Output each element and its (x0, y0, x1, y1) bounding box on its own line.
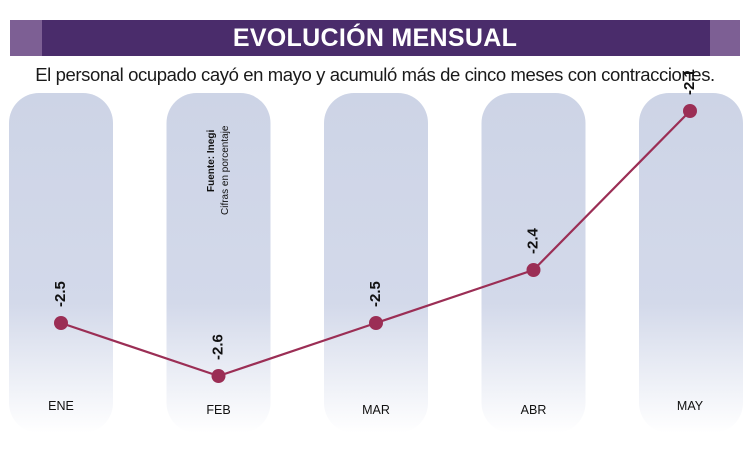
title-banner: EVOLUCIÓN MENSUAL (10, 20, 740, 56)
column-bg-ene (9, 93, 113, 433)
x-tick-abr: ABR (521, 403, 547, 417)
data-label-mar: -2.5 (367, 281, 384, 307)
chart-subtitle: El personal ocupado cayó en mayo y acumu… (35, 64, 715, 85)
column-bg-feb (166, 93, 271, 433)
data-markers (54, 104, 697, 383)
source-note: Fuente: Inegi Cifras en porcentaje (206, 125, 231, 215)
column-bg-may (639, 93, 743, 433)
banner-cap-right (710, 20, 740, 56)
x-tick-labels: ENE FEB MAR ABR MAY (48, 399, 704, 417)
data-label-feb: -2.6 (210, 334, 227, 360)
source-line-1: Fuente: Inegi (206, 130, 217, 192)
chart-title: EVOLUCIÓN MENSUAL (232, 24, 518, 52)
data-point-mar (369, 316, 383, 330)
data-labels: -2.5 -2.6 -2.5 -2.4 -2.1 (52, 69, 698, 360)
x-tick-mar: MAR (362, 403, 390, 417)
x-tick-may: MAY (677, 399, 704, 413)
banner-cap-left (10, 20, 42, 56)
data-point-abr (526, 263, 541, 277)
data-point-ene (54, 316, 68, 330)
column-bg-mar (324, 93, 428, 433)
data-point-may (683, 104, 697, 118)
data-label-ene: -2.5 (52, 281, 69, 307)
data-point-feb (211, 369, 226, 383)
source-line-2: Cifras en porcentaje (220, 125, 231, 215)
x-tick-ene: ENE (48, 399, 74, 413)
data-label-abr: -2.4 (525, 227, 542, 254)
data-label-may: -2.1 (681, 69, 698, 95)
column-backgrounds (9, 93, 743, 433)
x-tick-feb: FEB (206, 403, 230, 417)
